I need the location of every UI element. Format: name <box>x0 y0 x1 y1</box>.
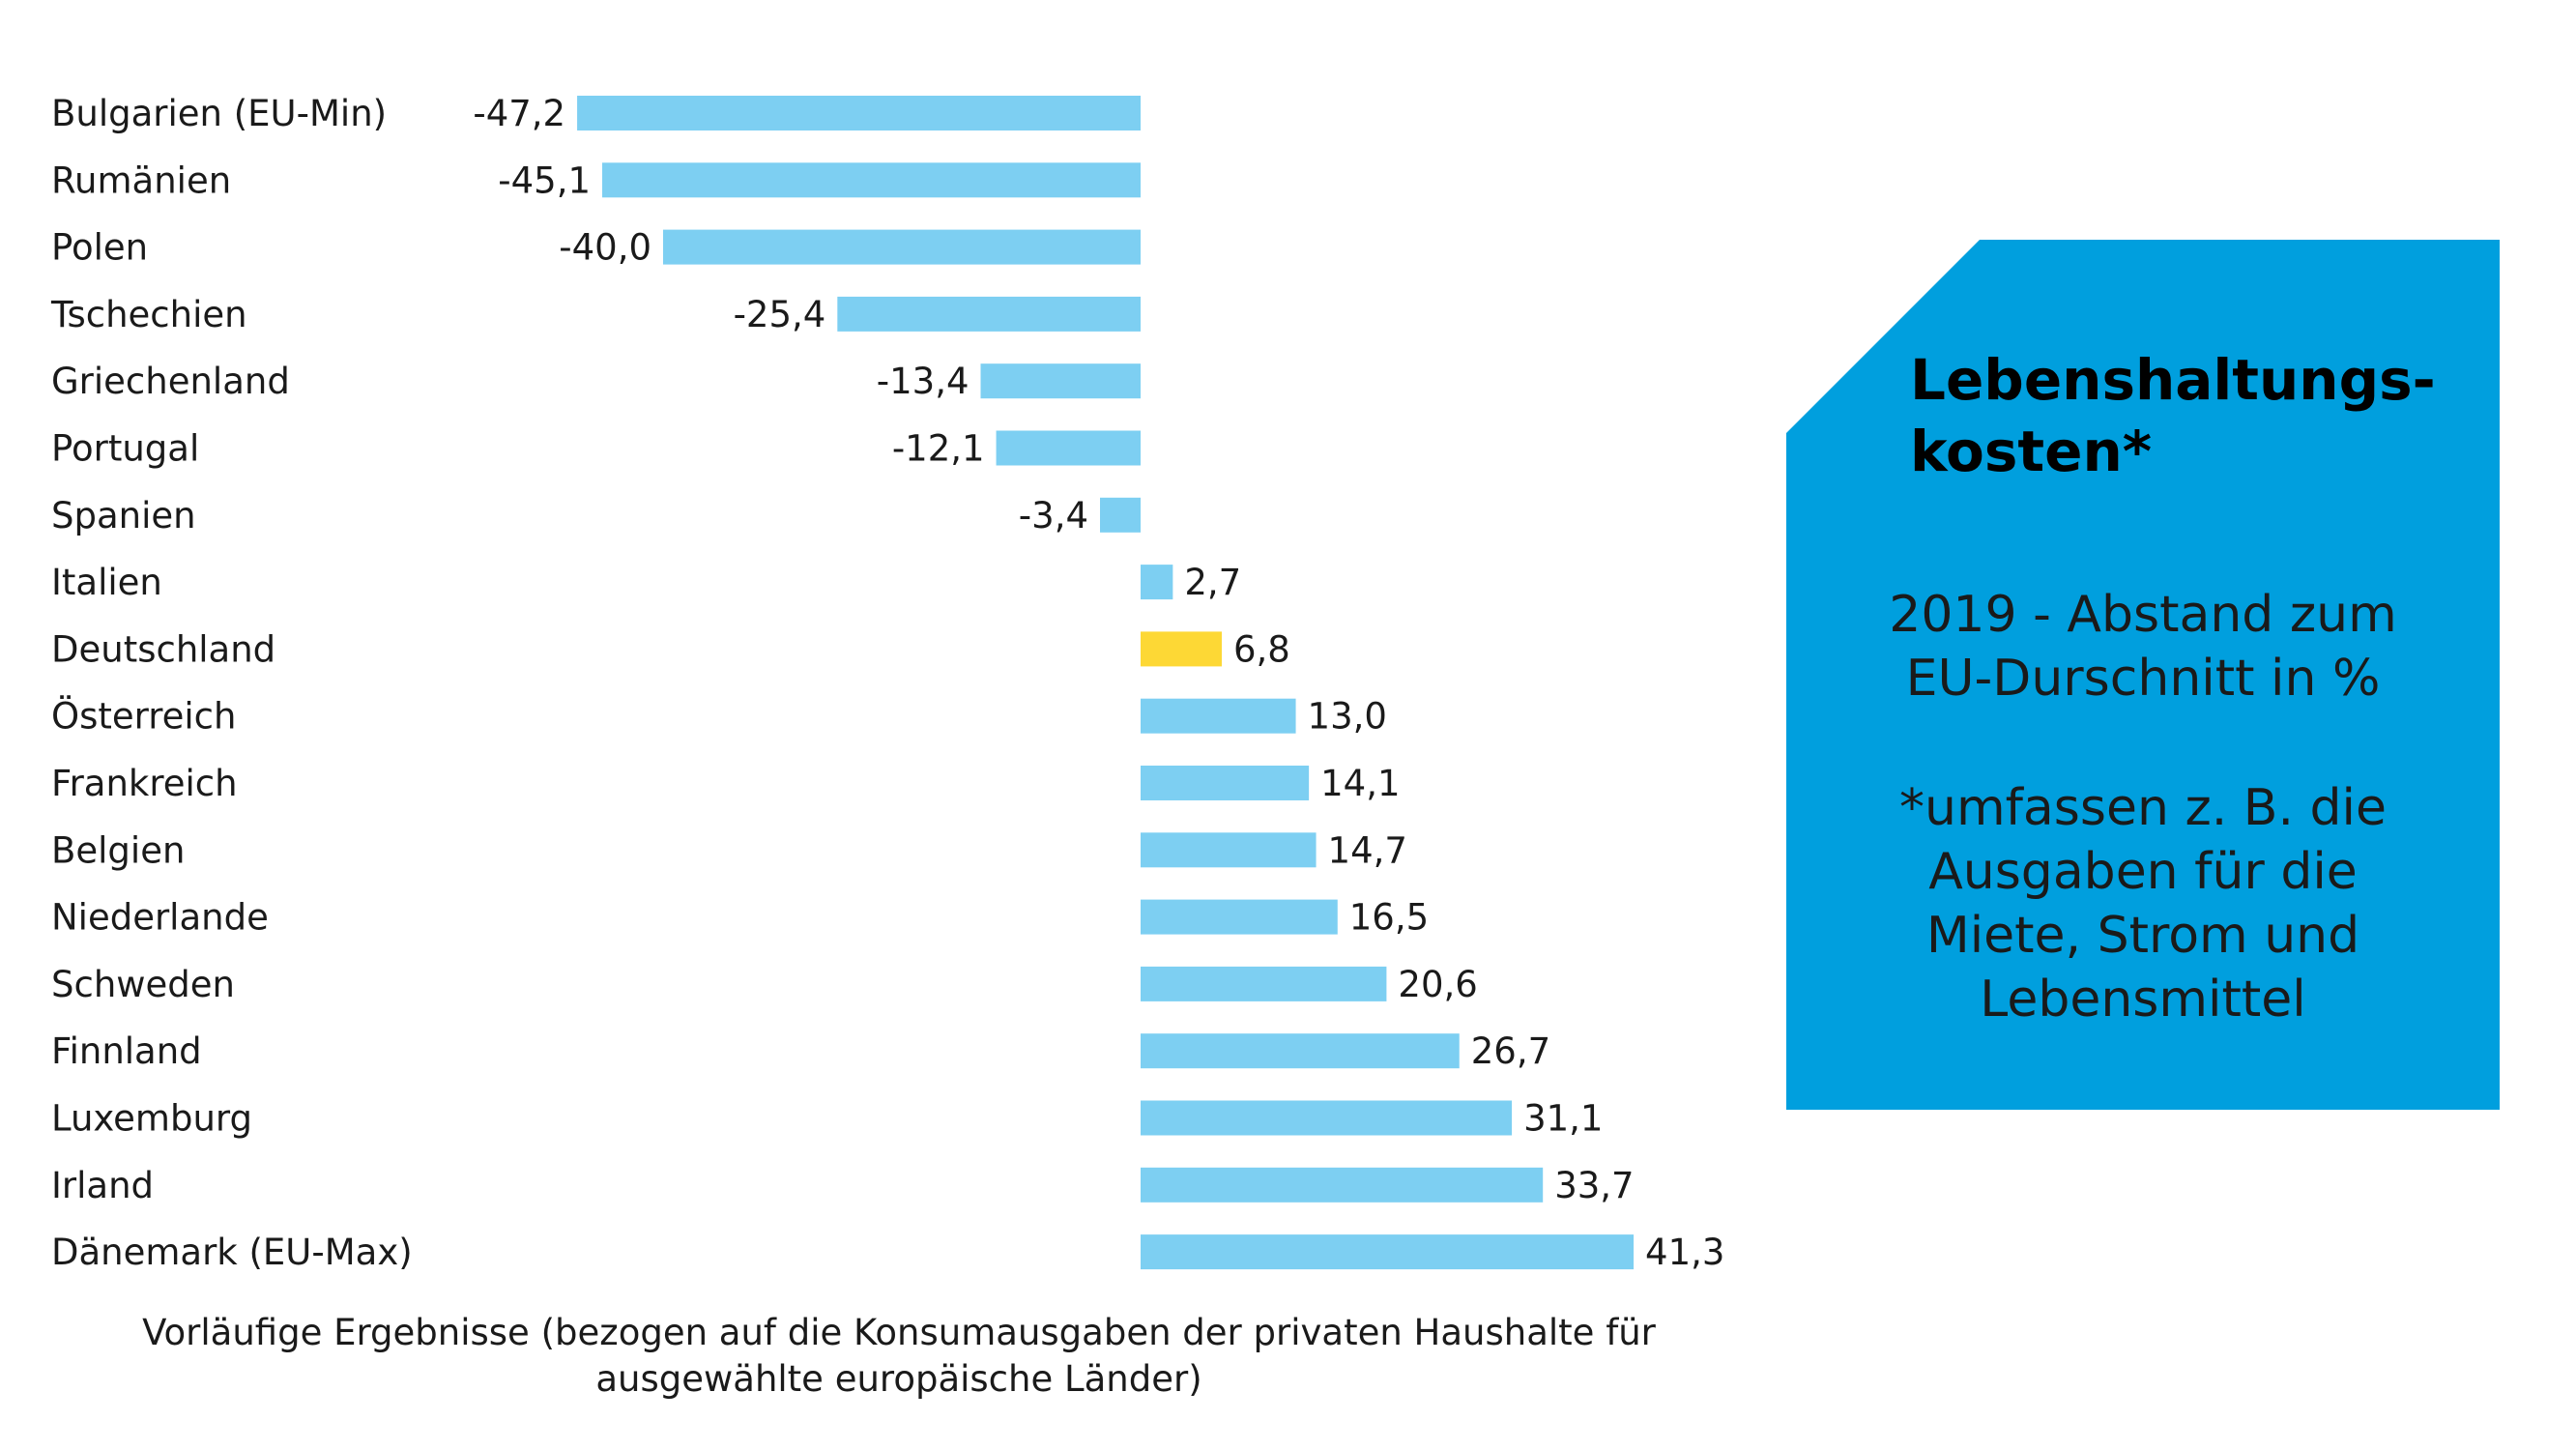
bar-irland <box>1141 1167 1544 1203</box>
bar-polen <box>663 229 1141 265</box>
bar-luxemburg <box>1141 1100 1513 1136</box>
value-label: 2,7 <box>1184 562 1241 603</box>
value-label: -13,4 <box>877 361 970 402</box>
bar-rumänien <box>602 162 1141 198</box>
category-label: Luxemburg <box>51 1098 252 1140</box>
bar-schweden <box>1141 966 1387 1001</box>
bar-niederlande <box>1141 899 1338 935</box>
bar-chart: Bulgarien (EU-Min) -47,2 Rumänien -45,1 Pole… <box>50 93 1724 1273</box>
value-label: -25,4 <box>734 294 826 335</box>
category-label: Schweden <box>51 964 235 1005</box>
category-label: Griechenland <box>51 361 290 402</box>
category-label: Spanien <box>51 495 196 536</box>
value-label: 13,0 <box>1308 696 1387 738</box>
bar-finnland <box>1141 1033 1460 1069</box>
category-label: Finnland <box>51 1030 202 1072</box>
bar-bulgarien-eu-min <box>577 96 1141 130</box>
panel-note: *umfassen z. B. die Ausgaben für die Mie… <box>1899 779 2387 1029</box>
info-panel: Lebenshaltungs- kosten* 2019 - Abstand z… <box>1786 240 2500 1110</box>
bar-österreich <box>1141 698 1296 734</box>
category-label: Österreich <box>51 696 236 738</box>
value-label: -12,1 <box>892 428 985 470</box>
category-label: Deutschland <box>51 628 275 670</box>
value-label: 41,3 <box>1645 1232 1724 1273</box>
category-label: Portugal <box>51 428 199 470</box>
bar-tschechien <box>837 296 1141 332</box>
category-label: Bulgarien (EU-Min) <box>51 93 387 134</box>
category-label: Rumänien <box>51 160 231 201</box>
panel-title: Lebenshaltungs- kosten* <box>1910 347 2436 484</box>
value-label: -40,0 <box>559 227 651 269</box>
bar-spanien <box>1100 497 1141 533</box>
bar-portugal <box>996 430 1141 466</box>
category-label: Niederlande <box>51 897 269 939</box>
bar-belgien <box>1141 832 1317 868</box>
value-label: 14,1 <box>1320 763 1400 804</box>
value-label: 16,5 <box>1349 897 1429 939</box>
panel-subtitle: 2019 - Abstand zum EU-Durschnitt in % <box>1889 586 2397 708</box>
value-label: 26,7 <box>1471 1030 1550 1072</box>
value-label: 14,7 <box>1328 829 1407 871</box>
value-label: -47,2 <box>473 93 565 134</box>
value-label: 6,8 <box>1233 628 1290 670</box>
bar-frankreich <box>1141 766 1310 800</box>
category-label: Polen <box>51 227 148 269</box>
category-label: Dänemark (EU-Max) <box>51 1232 413 1273</box>
bar-griechenland <box>980 363 1141 399</box>
category-label: Tschechien <box>50 294 247 335</box>
value-label: 20,6 <box>1398 964 1477 1005</box>
value-label: 31,1 <box>1523 1098 1603 1140</box>
category-label: Belgien <box>51 829 185 871</box>
value-label: -45,1 <box>498 160 591 201</box>
bar-dänemark-eu-max <box>1141 1234 1635 1270</box>
category-label: Irland <box>51 1165 154 1206</box>
bar-italien <box>1141 565 1173 600</box>
value-label: -3,4 <box>1019 495 1088 536</box>
value-label: 33,7 <box>1554 1165 1634 1206</box>
category-label: Italien <box>51 562 162 603</box>
chart-footnote: Vorläufige Ergebnisse (bezogen auf die K… <box>142 1312 1656 1400</box>
category-label: Frankreich <box>51 763 238 804</box>
bar-deutschland <box>1141 631 1222 667</box>
